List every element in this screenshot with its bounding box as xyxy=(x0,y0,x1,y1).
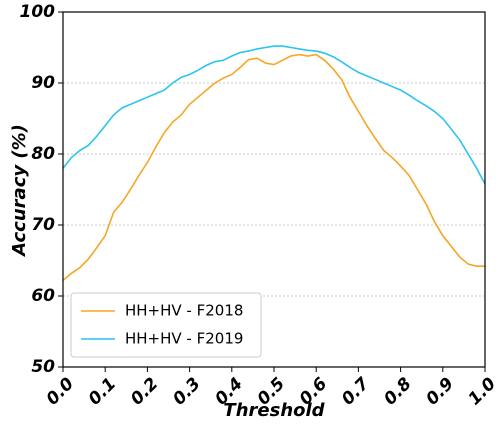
x-tick-label: 0.1 xyxy=(85,374,120,409)
x-axis-label: Threshold xyxy=(223,400,325,421)
x-tick-label: 0.7 xyxy=(338,374,374,410)
y-tick-label: 100 xyxy=(20,2,56,22)
legend-label: HH+HV - F2019 xyxy=(125,330,243,348)
legend-label: HH+HV - F2018 xyxy=(125,302,243,320)
y-tick-label: 70 xyxy=(31,215,55,235)
y-tick-label: 50 xyxy=(31,357,55,377)
plot-frame xyxy=(62,11,486,368)
x-tick-label: 0.2 xyxy=(127,374,162,409)
series-line xyxy=(62,45,486,185)
x-tick-label: 0.0 xyxy=(43,374,79,410)
x-tick-label: 1.0 xyxy=(465,374,500,410)
series-line xyxy=(62,53,485,281)
y-tick-label: 80 xyxy=(31,144,55,164)
x-tick-label: 0.9 xyxy=(422,374,458,410)
y-tick-label: 90 xyxy=(31,73,55,93)
y-axis-label: Accuracy (%) xyxy=(9,124,30,258)
y-tick-label: 60 xyxy=(31,286,55,306)
x-tick-label: 0.8 xyxy=(380,374,416,410)
legend-box xyxy=(70,292,262,358)
x-tick-label: 0.3 xyxy=(169,374,204,409)
